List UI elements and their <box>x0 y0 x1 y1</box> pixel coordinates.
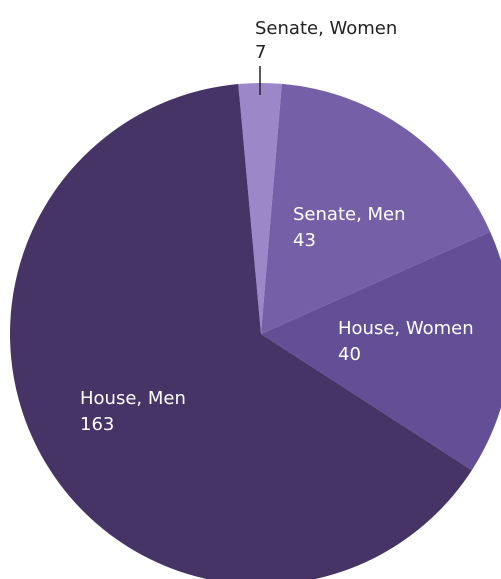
slice-label: House, Women <box>338 318 474 339</box>
slice-label: House, Men <box>80 388 186 409</box>
pie-slice <box>261 231 501 471</box>
pie-slice <box>238 83 282 334</box>
pie-slice <box>261 83 491 334</box>
slice-value: 163 <box>80 414 114 435</box>
slice-label: Senate, Women <box>255 18 397 39</box>
pie-slice <box>10 84 472 579</box>
slice-value: 7 <box>255 42 266 63</box>
slice-value: 40 <box>338 344 361 365</box>
slice-label: Senate, Men <box>293 204 406 225</box>
slice-value: 43 <box>293 230 316 251</box>
